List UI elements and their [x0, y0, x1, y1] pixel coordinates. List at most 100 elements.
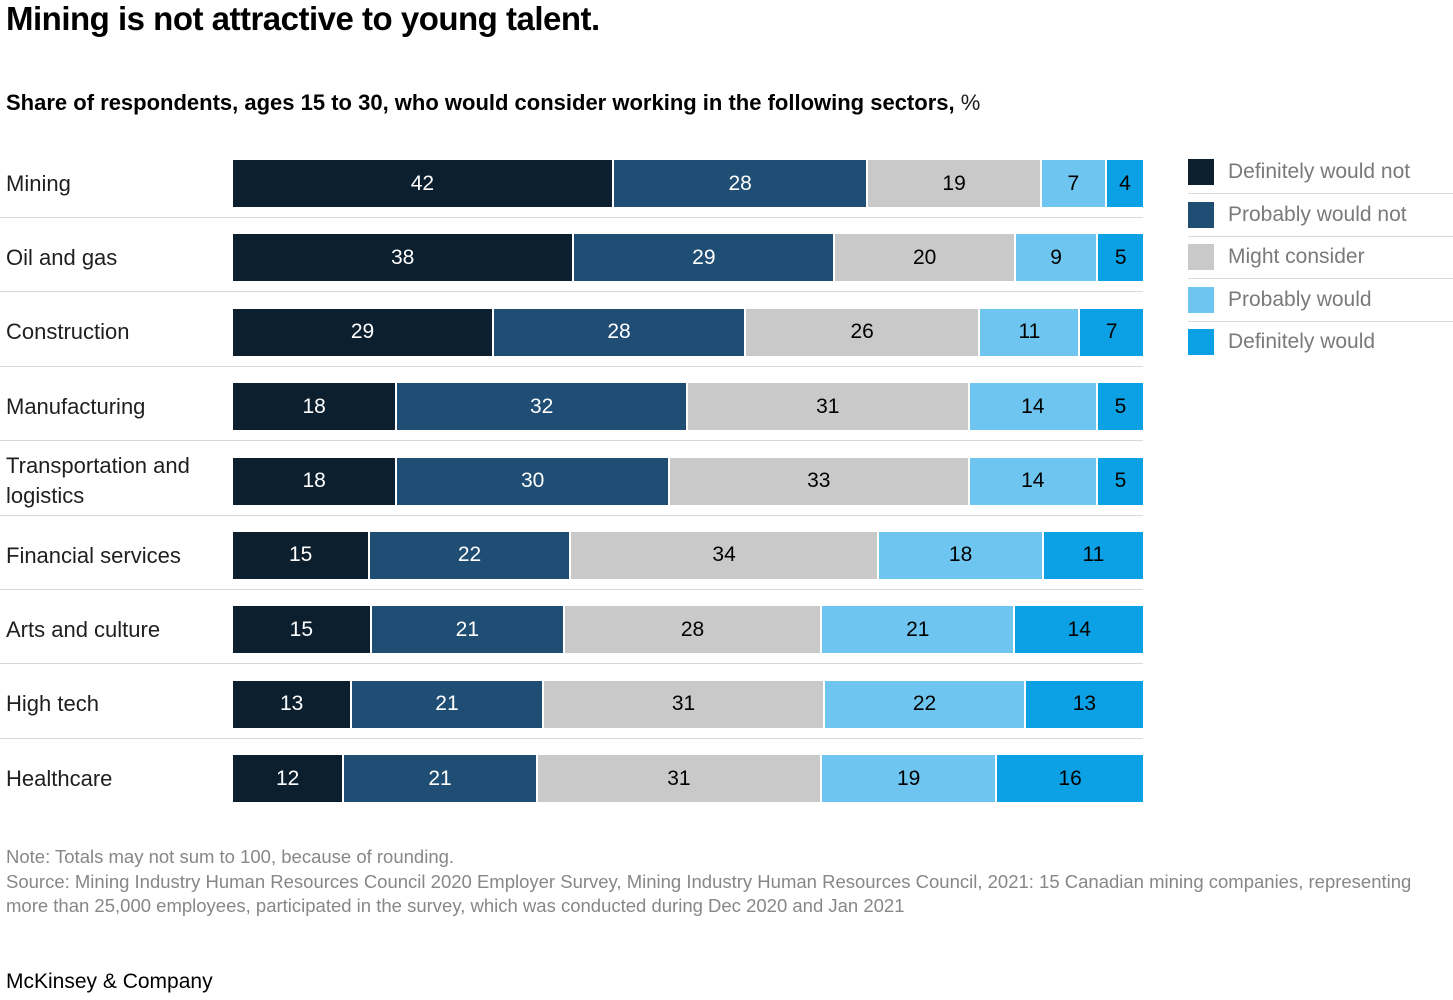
stacked-bar: 29 28 26 11 7 [233, 308, 1143, 356]
stacked-bar: 12 21 31 19 16 [233, 755, 1143, 803]
stacked-bar: 13 21 31 22 13 [233, 680, 1144, 728]
segment-value: 14 [1021, 394, 1045, 418]
row-inner: Healthcare 12 21 31 19 16 [0, 755, 1143, 803]
legend-label: Might consider [1228, 245, 1365, 269]
bar-segment-might-consider: 31 [688, 383, 968, 431]
bar-segment-probably-would: 21 [822, 606, 1014, 654]
chart-row-mining: Mining 42 28 19 7 4 [0, 160, 1143, 234]
legend-label: Definitely would not [1228, 160, 1411, 184]
legend-item-definitely-would: Definitely would [1188, 320, 1453, 363]
category-label: Construction [6, 319, 130, 345]
segment-value: 20 [912, 245, 937, 269]
category-label: Oil and gas [6, 245, 118, 271]
row-inner: Mining 42 28 19 7 4 [0, 160, 1143, 207]
bar-segment-probably-would-not: 32 [397, 383, 686, 431]
segment-value: 5 [1114, 394, 1127, 418]
bar-segment-might-consider: 20 [835, 234, 1014, 282]
row-divider [0, 440, 1143, 442]
bar-segment-definitely-would: 5 [1097, 383, 1143, 431]
category-label: Arts and culture [6, 617, 161, 642]
bar-segment-probably-would-not: 28 [493, 308, 745, 356]
chart-row-transportation-and-logistics: Transportation and logistics 18 30 33 14 5 [0, 453, 1143, 532]
chart-row-financial-services: Financial services 15 22 34 18 11 [0, 531, 1143, 606]
segment-value: 13 [1072, 692, 1097, 716]
row-inner: Transportation and logistics 18 30 33 14 5 [0, 453, 1143, 508]
stacked-bar: 18 30 33 14 5 [233, 457, 1143, 505]
segment-value: 29 [692, 245, 716, 269]
segment-value: 7 [1105, 320, 1118, 344]
bar-segment-probably-would: 9 [1015, 234, 1097, 282]
segment-value: 32 [530, 394, 554, 418]
chart-note: Note: Totals may not sum to 100, because… [6, 846, 455, 867]
legend-swatch-icon [1188, 329, 1214, 356]
segment-value: 21 [906, 617, 930, 641]
segment-value: 21 [455, 617, 480, 641]
bar-segment-definitely-would: 5 [1098, 234, 1143, 282]
bar-segment-probably-would: 14 [969, 457, 1096, 505]
bar-segment-might-consider: 33 [669, 457, 968, 505]
segment-value: 34 [712, 543, 736, 567]
segment-value: 5 [1114, 245, 1127, 269]
row-inner: Manufacturing 18 32 31 14 5 [0, 383, 1143, 431]
segment-value: 30 [520, 469, 545, 493]
segment-value: 26 [850, 320, 874, 344]
chart-row-healthcare: Healthcare 12 21 31 19 16 [0, 755, 1143, 829]
chart-row-construction: Construction 29 28 26 11 7 [0, 308, 1143, 383]
legend-item-probably-would: Probably would [1188, 278, 1453, 320]
bar-segment-definitely-would-not: 18 [233, 383, 396, 431]
legend-item-definitely-would-not: Definitely would not [1188, 151, 1453, 193]
bar-segment-definitely-would-not: 15 [233, 531, 369, 579]
segment-value: 31 [671, 692, 696, 716]
legend-label: Probably would not [1228, 203, 1407, 227]
bar-segment-definitely-would-not: 42 [233, 160, 612, 207]
row-divider [0, 365, 1143, 367]
bar-segment-probably-would: 19 [822, 755, 996, 803]
bar-segment-probably-would-not: 30 [397, 457, 668, 505]
chart-source: Source: Mining Industry Human Resources … [6, 870, 1412, 917]
category-label: Healthcare [6, 765, 113, 791]
legend-swatch-icon [1188, 244, 1214, 271]
row-divider [0, 291, 1143, 293]
segment-value: 22 [457, 543, 482, 567]
bar-segment-definitely-would: 4 [1106, 160, 1143, 207]
segment-value: 15 [289, 617, 314, 641]
bar-segment-definitely-would: 16 [997, 755, 1143, 803]
bar-segment-might-consider: 31 [537, 755, 821, 803]
bar-segment-definitely-would-not: 18 [233, 457, 396, 505]
segment-value: 19 [896, 766, 921, 790]
bar-segment-definitely-would-not: 38 [233, 234, 573, 282]
segment-value: 5 [1114, 469, 1127, 493]
chart-title: Mining is not attractive to young talent… [6, 0, 600, 37]
segment-value: 11 [1018, 320, 1041, 344]
legend-label: Probably would [1228, 287, 1372, 311]
segment-value: 15 [288, 543, 313, 567]
segment-value: 4 [1119, 171, 1131, 195]
row-divider [0, 514, 1143, 516]
bar-segment-probably-would-not: 28 [613, 160, 867, 207]
bar-segment-probably-would-not: 21 [352, 680, 542, 728]
chart-row-arts-and-culture: Arts and culture 15 21 28 21 14 [0, 606, 1143, 680]
segment-value: 18 [302, 469, 326, 493]
chart-row-oil-and-gas: Oil and gas 38 29 20 9 5 [0, 234, 1143, 308]
bar-segment-definitely-would-not: 29 [233, 308, 492, 356]
bar-segment-probably-would: 7 [1041, 160, 1105, 207]
legend-swatch-icon [1188, 202, 1214, 229]
legend-item-probably-would-not: Probably would not [1188, 193, 1453, 235]
bar-segment-definitely-would: 11 [1043, 531, 1143, 579]
bar-segment-might-consider: 26 [746, 308, 979, 356]
segment-value: 33 [807, 469, 831, 493]
bar-segment-probably-would: 22 [825, 680, 1024, 728]
stacked-bar: 42 28 19 7 4 [233, 160, 1143, 207]
segment-value: 12 [275, 766, 300, 790]
segment-value: 21 [428, 766, 452, 790]
bar-segment-definitely-would: 13 [1025, 680, 1144, 728]
segment-value: 38 [391, 245, 415, 269]
segment-value: 31 [667, 766, 691, 790]
segment-value: 7 [1067, 171, 1080, 195]
bar-segment-probably-would: 11 [980, 308, 1079, 356]
segment-value: 22 [912, 692, 937, 716]
bar-segment-definitely-would: 7 [1080, 308, 1143, 356]
category-label: Mining [6, 170, 71, 196]
category-label: High tech [6, 691, 99, 717]
